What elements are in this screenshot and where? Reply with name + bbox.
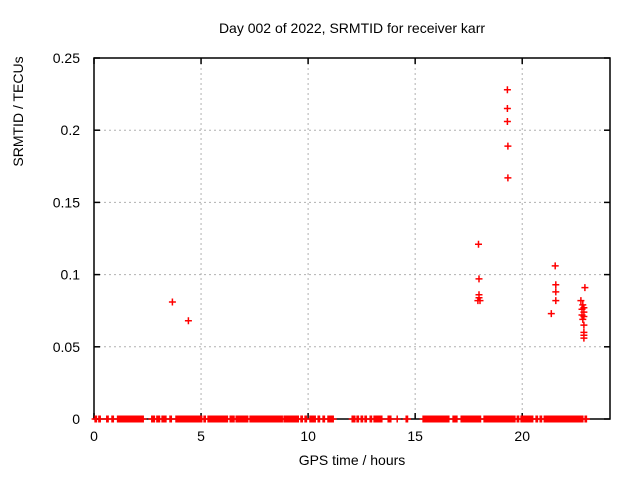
chart-title: Day 002 of 2022, SRMTID for receiver kar… — [218, 20, 486, 36]
y-tick-label: 0 — [72, 411, 80, 427]
y-tick-label: 0.1 — [61, 267, 81, 283]
x-tick-label: 5 — [197, 428, 205, 444]
data-markers — [91, 86, 590, 423]
plot-border — [93, 57, 611, 420]
x-tick-label: 15 — [407, 428, 423, 444]
y-tick-label: 0.2 — [61, 122, 81, 138]
y-tick-label: 0.25 — [53, 50, 80, 66]
y-tick-label: 0.15 — [53, 194, 80, 210]
y-tick-label: 0.05 — [53, 339, 80, 355]
x-tick-label: 20 — [514, 428, 530, 444]
x-tick-label: 0 — [90, 428, 98, 444]
x-tick-label: 10 — [300, 428, 316, 444]
y-axis-label: SRMTID / TECUs — [10, 56, 26, 167]
x-axis-label: GPS time / hours — [298, 452, 406, 468]
